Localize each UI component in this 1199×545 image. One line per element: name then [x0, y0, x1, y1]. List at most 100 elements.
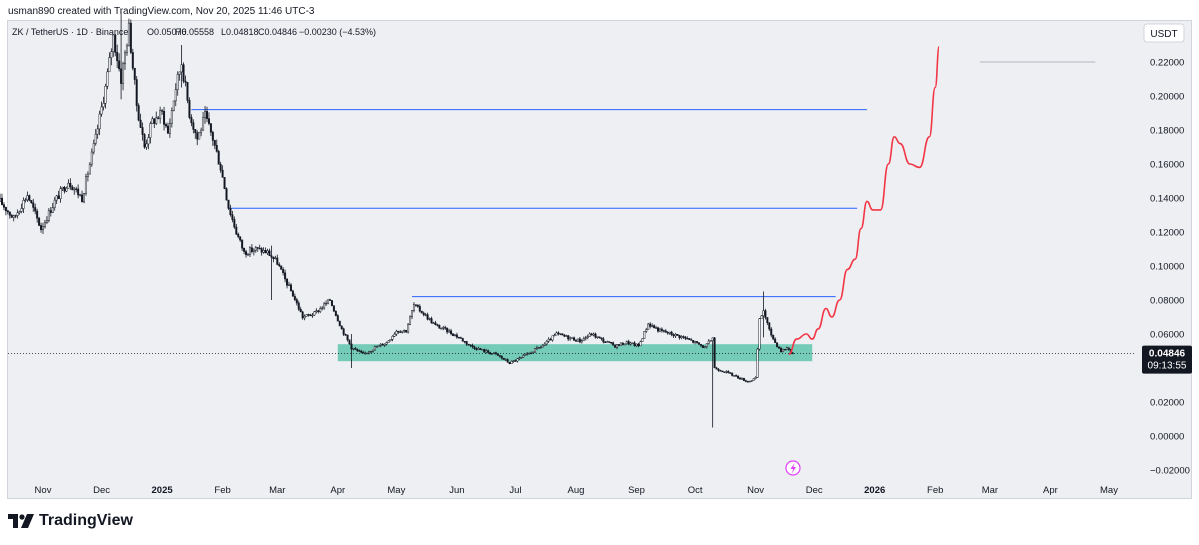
candle-body — [133, 67, 136, 80]
candle — [332, 305, 335, 312]
candle-body — [362, 352, 365, 354]
candle-body — [342, 328, 345, 335]
x-tick-label: Nov — [747, 485, 764, 496]
candle-body — [420, 310, 423, 314]
candle-body — [1, 197, 3, 205]
candle — [696, 340, 699, 345]
candle-body — [578, 338, 581, 343]
y-tick-label: −0.02000 — [1150, 466, 1190, 477]
candle — [551, 335, 554, 342]
candle — [602, 337, 605, 344]
candle-body — [575, 340, 577, 342]
projection-path[interactable] — [788, 45, 940, 356]
candle — [299, 306, 302, 313]
candle-body — [582, 338, 585, 341]
currency-button[interactable]: USDT — [1143, 23, 1185, 43]
candle — [143, 133, 146, 149]
candle-body — [194, 129, 197, 133]
candle-body — [18, 211, 21, 214]
candle-body — [270, 255, 273, 258]
candle — [110, 48, 113, 66]
candle-body — [686, 338, 689, 340]
candle — [434, 320, 437, 326]
candle — [114, 33, 117, 57]
candle-body — [147, 137, 150, 145]
candle — [569, 336, 572, 341]
candle-body — [584, 337, 587, 339]
candle-body — [690, 339, 693, 341]
x-tick-label: Feb — [214, 485, 230, 496]
candle-body — [629, 342, 632, 345]
candle — [424, 312, 427, 317]
candle-body — [106, 71, 109, 87]
x-tick-label: May — [387, 485, 405, 496]
candle — [165, 122, 167, 128]
candle — [196, 130, 199, 146]
candle-body — [356, 349, 359, 351]
candle-body — [317, 310, 320, 312]
candle — [684, 336, 687, 341]
plot-area[interactable] — [0, 11, 1135, 428]
candle — [412, 302, 415, 313]
candle — [88, 162, 91, 175]
candle-body — [567, 335, 570, 340]
candle — [67, 179, 70, 189]
candle — [131, 48, 134, 71]
candle-body — [676, 334, 679, 336]
candle-body — [305, 314, 308, 317]
candle — [133, 67, 136, 85]
price-axis[interactable]: 0.22000 0.20000 0.18000 0.16000 0.14000 0.120… — [1150, 58, 1190, 477]
candle-body — [96, 128, 99, 135]
candle — [502, 357, 505, 360]
candle — [329, 298, 331, 301]
candle — [229, 204, 232, 217]
candle — [20, 203, 23, 214]
candle-body — [102, 103, 105, 108]
candle-body — [637, 343, 640, 347]
y-tick-label: 0.20000 — [1150, 92, 1184, 103]
candle-body — [455, 334, 458, 338]
candle-body — [653, 325, 656, 329]
candle — [514, 359, 517, 362]
candle — [90, 148, 93, 167]
candle-body — [108, 57, 111, 73]
candle-body — [4, 207, 7, 212]
y-tick-label: 0.10000 — [1150, 262, 1184, 273]
candle-body — [274, 257, 277, 259]
candle-body — [325, 302, 328, 305]
candle — [750, 380, 753, 382]
candle — [668, 331, 671, 335]
candle-body — [641, 338, 644, 342]
candle — [555, 331, 558, 336]
candle — [231, 210, 234, 223]
candle-body — [719, 370, 722, 372]
candle — [631, 342, 634, 345]
candle — [420, 310, 423, 314]
candle-body — [227, 199, 230, 209]
lightning-icon[interactable] — [785, 460, 801, 476]
candle-body — [166, 125, 169, 134]
candle-body — [627, 341, 630, 345]
candle-body — [512, 360, 515, 362]
x-tick-label: Apr — [1043, 485, 1058, 496]
candle — [92, 139, 95, 155]
candle — [616, 343, 618, 350]
candle-body — [141, 127, 144, 135]
candle — [754, 376, 757, 380]
candle — [36, 208, 39, 223]
candle — [190, 114, 193, 127]
candle — [705, 343, 708, 349]
candle — [373, 345, 376, 351]
candle-body — [65, 187, 68, 192]
candle — [289, 283, 292, 292]
candle-body — [774, 338, 777, 343]
candle — [391, 335, 394, 342]
candle-body — [448, 330, 451, 333]
candle — [336, 314, 339, 322]
candle — [522, 353, 525, 358]
x-tick-label: Apr — [330, 485, 345, 496]
candle-body — [71, 186, 74, 191]
time-axis[interactable]: Nov Dec 2025 Feb Mar Apr May Jun Jul Aug Sep Oct Nov… — [35, 485, 1119, 496]
candle-body — [485, 350, 488, 353]
